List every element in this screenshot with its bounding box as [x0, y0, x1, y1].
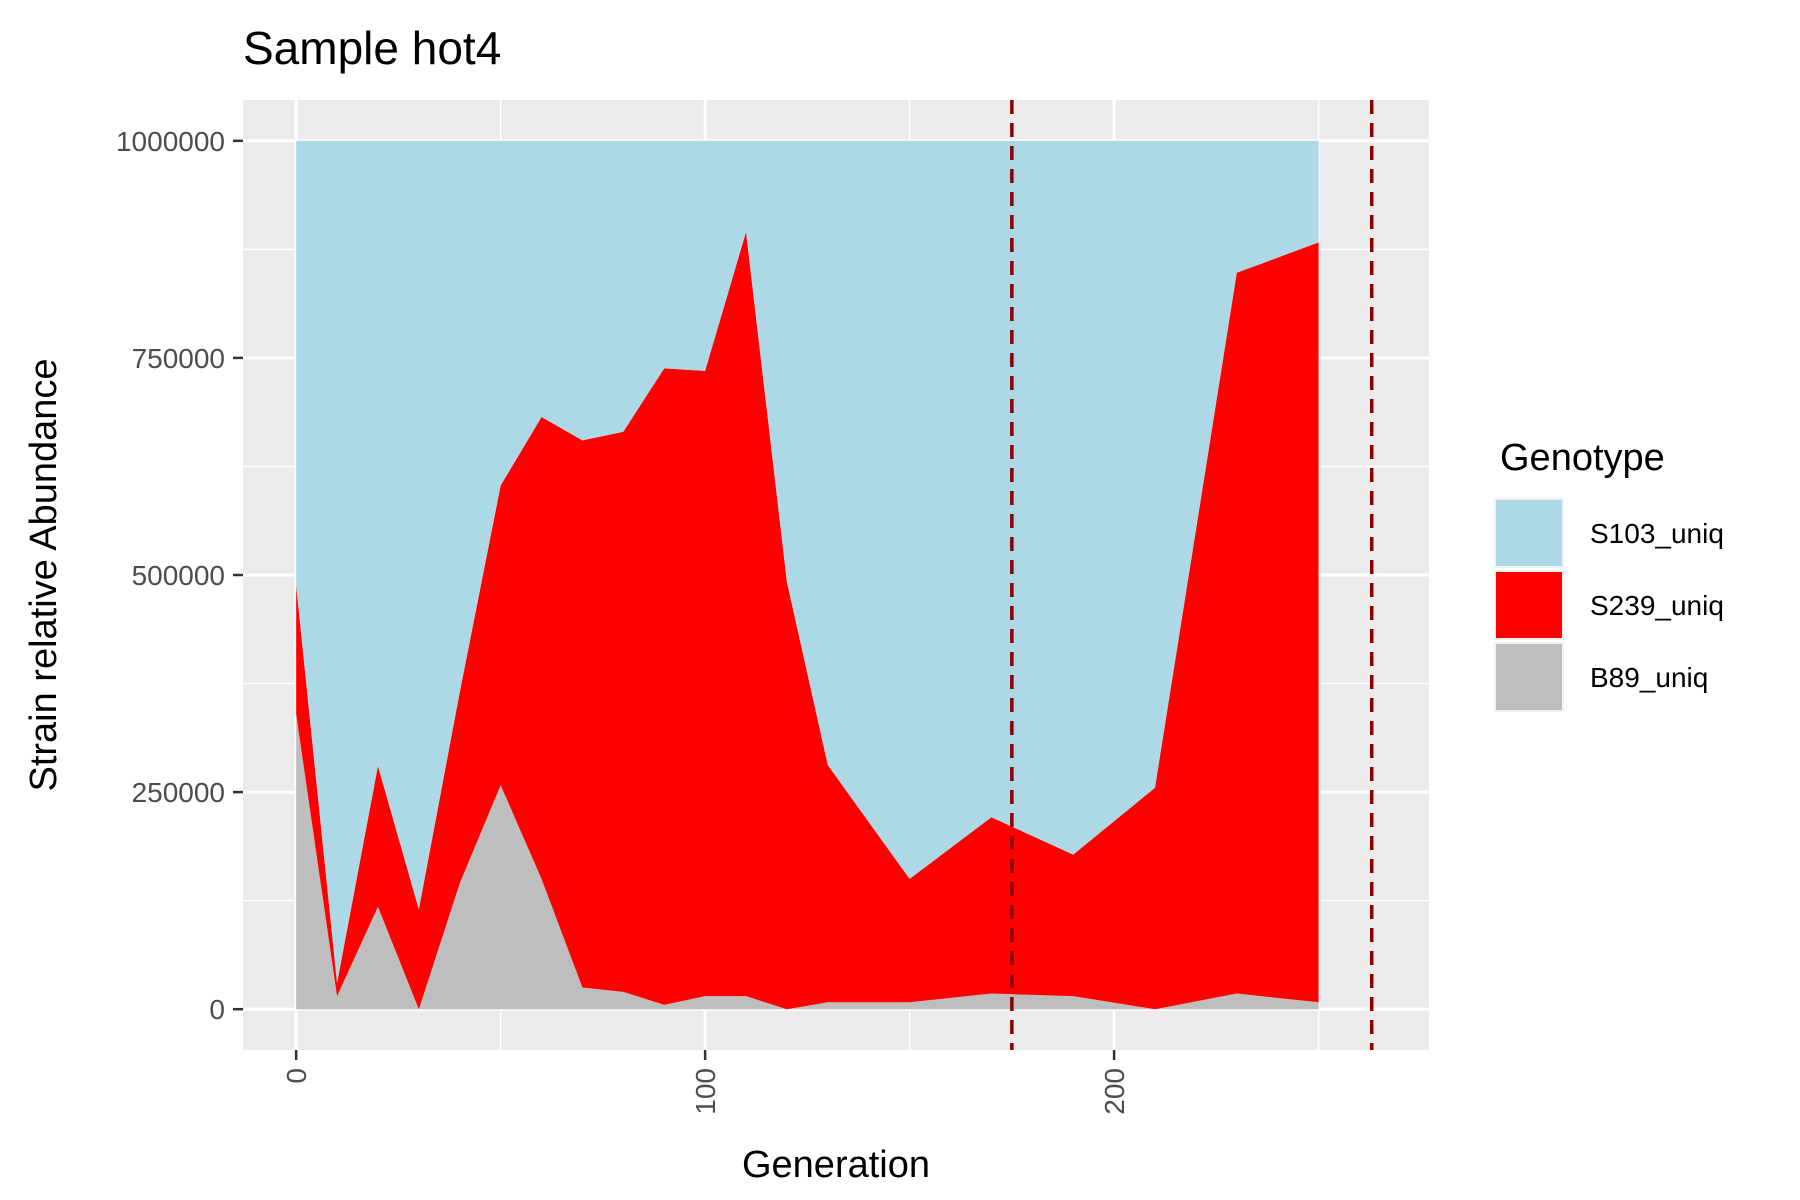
legend-swatch-S239_uniq — [1496, 572, 1562, 638]
legend-label-S103_uniq: S103_uniq — [1590, 518, 1724, 549]
area-S239_uniq — [296, 231, 1319, 1010]
y-axis-title: Strain relative Abundance — [23, 358, 65, 791]
y-tick-label: 0 — [209, 994, 225, 1025]
x-axis-title: Generation — [742, 1144, 930, 1186]
y-tick-label: 750000 — [132, 343, 225, 374]
legend-label-S239_uniq: S239_uniq — [1590, 590, 1724, 621]
legend-swatch-S103_uniq — [1496, 500, 1562, 566]
x-tick-label: 100 — [690, 1068, 721, 1115]
axes: 0 250000 500000 750000 1000000 0 100 200 — [116, 126, 1130, 1115]
vertical-reference-lines — [1010, 100, 1374, 1050]
y-tick-label: 1000000 — [116, 126, 225, 157]
area-S103_uniq — [296, 140, 1319, 984]
x-tick-label: 200 — [1099, 1068, 1130, 1115]
x-tick-label: 0 — [281, 1068, 312, 1084]
legend-label-B89_uniq: B89_uniq — [1590, 662, 1708, 693]
chart-title: Sample hot4 — [243, 22, 501, 74]
legend-title: Genotype — [1500, 437, 1665, 479]
area-series — [296, 140, 1319, 1010]
legend: Genotype S103_uniq S239_uniq B89_uniq — [1494, 437, 1724, 712]
y-tick-label: 250000 — [132, 777, 225, 808]
y-tick-label: 500000 — [132, 560, 225, 591]
area-B89_uniq — [296, 713, 1319, 1010]
legend-swatch-B89_uniq — [1496, 644, 1562, 710]
